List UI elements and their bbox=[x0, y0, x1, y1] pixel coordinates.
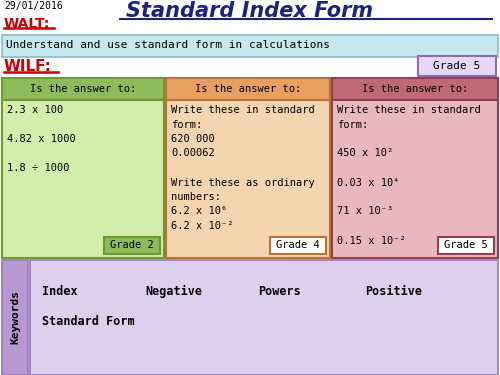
Text: Standard Index Form: Standard Index Form bbox=[126, 1, 374, 21]
FancyBboxPatch shape bbox=[166, 100, 330, 258]
FancyBboxPatch shape bbox=[2, 78, 164, 100]
Text: Write these as ordinary: Write these as ordinary bbox=[171, 177, 315, 188]
Text: Negative: Negative bbox=[145, 285, 202, 298]
Text: Write these in standard: Write these in standard bbox=[171, 105, 315, 115]
Text: Powers: Powers bbox=[258, 285, 301, 298]
Text: 1.8 ÷ 1000: 1.8 ÷ 1000 bbox=[7, 163, 70, 173]
FancyBboxPatch shape bbox=[270, 237, 326, 254]
FancyBboxPatch shape bbox=[332, 100, 498, 258]
Text: Is the answer to:: Is the answer to: bbox=[195, 84, 301, 94]
FancyBboxPatch shape bbox=[332, 78, 498, 100]
FancyBboxPatch shape bbox=[104, 237, 160, 254]
Text: Grade 4: Grade 4 bbox=[276, 240, 320, 250]
Text: 29/01/2016: 29/01/2016 bbox=[4, 1, 63, 11]
Text: Keywords: Keywords bbox=[10, 291, 20, 345]
Text: Grade 5: Grade 5 bbox=[434, 61, 480, 71]
Text: 620 000: 620 000 bbox=[171, 134, 215, 144]
Text: WILF:: WILF: bbox=[4, 59, 52, 74]
Text: Write these in standard: Write these in standard bbox=[337, 105, 481, 115]
Text: 450 x 10²: 450 x 10² bbox=[337, 148, 393, 159]
Text: 0.03 x 10⁴: 0.03 x 10⁴ bbox=[337, 177, 400, 188]
Text: 0.00062: 0.00062 bbox=[171, 148, 215, 159]
Text: 6.2 x 10⁶: 6.2 x 10⁶ bbox=[171, 207, 227, 216]
Text: 6.2 x 10⁻²: 6.2 x 10⁻² bbox=[171, 221, 234, 231]
Text: 71 x 10⁻³: 71 x 10⁻³ bbox=[337, 207, 393, 216]
Text: form:: form: bbox=[171, 120, 202, 129]
Text: Standard Form: Standard Form bbox=[42, 315, 134, 328]
Text: Grade 5: Grade 5 bbox=[444, 240, 488, 250]
Text: Understand and use standard form in calculations: Understand and use standard form in calc… bbox=[6, 40, 330, 50]
FancyBboxPatch shape bbox=[438, 237, 494, 254]
FancyBboxPatch shape bbox=[2, 35, 498, 57]
Text: 2.3 x 100: 2.3 x 100 bbox=[7, 105, 63, 115]
Text: WALT:: WALT: bbox=[4, 17, 50, 31]
Text: Is the answer to:: Is the answer to: bbox=[362, 84, 468, 94]
FancyBboxPatch shape bbox=[2, 100, 164, 258]
FancyBboxPatch shape bbox=[2, 260, 28, 375]
Text: form:: form: bbox=[337, 120, 368, 129]
Text: Positive: Positive bbox=[365, 285, 422, 298]
FancyBboxPatch shape bbox=[166, 78, 330, 100]
FancyBboxPatch shape bbox=[418, 56, 496, 76]
Text: Grade 2: Grade 2 bbox=[110, 240, 154, 250]
Text: 0.15 x 10⁻²: 0.15 x 10⁻² bbox=[337, 236, 406, 246]
FancyBboxPatch shape bbox=[30, 260, 498, 375]
Text: numbers:: numbers: bbox=[171, 192, 221, 202]
Text: 4.82 x 1000: 4.82 x 1000 bbox=[7, 134, 76, 144]
Text: Index: Index bbox=[42, 285, 78, 298]
Text: Is the answer to:: Is the answer to: bbox=[30, 84, 136, 94]
